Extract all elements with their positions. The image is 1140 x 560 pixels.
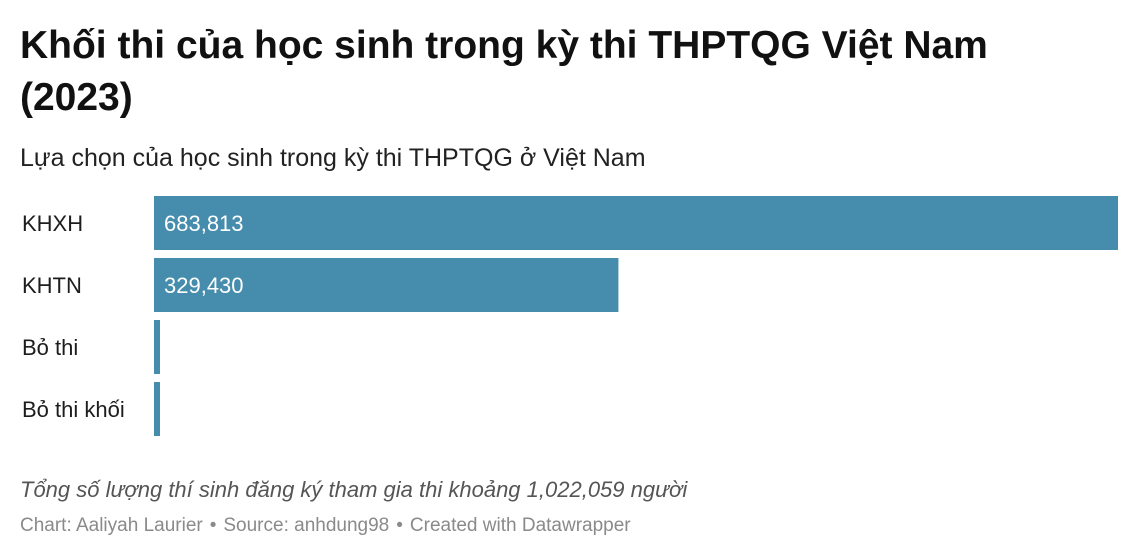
bar-value-label: 329,430 — [164, 273, 244, 298]
chart-footer: Chart: Aaliyah Laurier • Source: anhdung98… — [20, 514, 631, 538]
bar-chart: KHXH KHTN Bỏ thi Bỏ thi khối 683,813 329,430 — [22, 196, 1118, 436]
footer-separator: • — [209, 515, 217, 536]
bar-value-label: 683,813 — [164, 211, 244, 236]
bar — [154, 258, 619, 312]
category-label: KHTN — [22, 273, 82, 298]
value-labels: 683,813 329,430 — [164, 211, 244, 298]
bar — [154, 196, 1118, 250]
category-label: Bỏ thi khối — [22, 397, 125, 422]
source-credit: Source: anhdung98 — [223, 515, 390, 536]
footer-separator: • — [396, 515, 403, 536]
category-labels: KHXH KHTN Bỏ thi Bỏ thi khối — [22, 211, 125, 422]
chart-credit: Chart: Aaliyah Laurier — [20, 515, 203, 536]
chart-title: Khối thi của học sinh trong kỳ thi THPTQ… — [20, 24, 988, 119]
category-label: KHXH — [22, 211, 83, 236]
bar — [154, 320, 160, 374]
bars — [154, 196, 1118, 436]
chart-notes: Tổng số lượng thí sinh đăng ký tham gia … — [20, 477, 688, 502]
category-label: Bỏ thi — [22, 335, 78, 360]
bar — [154, 382, 160, 436]
chart-subtitle: Lựa chọn của học sinh trong kỳ thi THPTQ… — [20, 144, 646, 172]
created-with-credit: Created with Datawrapper — [409, 515, 631, 536]
